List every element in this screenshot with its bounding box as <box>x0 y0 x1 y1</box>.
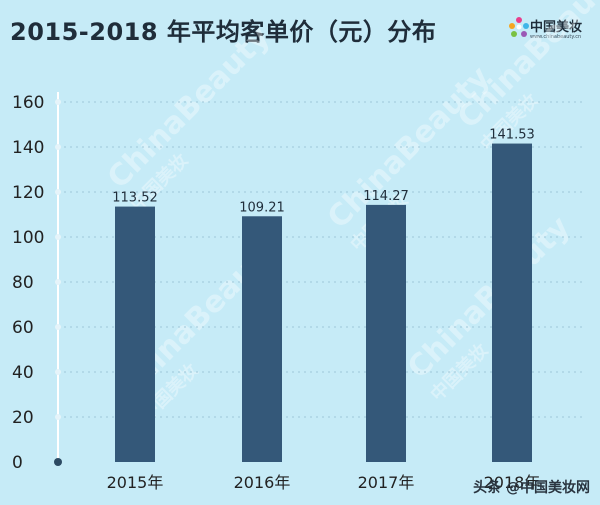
brand-url: www.chinabeauty.cn <box>530 34 582 40</box>
y-axis-tick-dot <box>54 458 62 466</box>
brand-logo: 中国美妆 www.chinabeauty.cn <box>508 12 586 52</box>
bar <box>366 204 406 462</box>
y-tick-label: 160 <box>12 93 44 113</box>
y-axis-tick-dot <box>55 234 61 240</box>
y-tick-label: 140 <box>12 138 44 158</box>
y-axis-tick-dot <box>55 369 61 375</box>
y-axis-tick-dot <box>55 279 61 285</box>
page-title: 2015-2018 年平均客单价（元）分布 <box>10 18 437 46</box>
data-label: 114.27 <box>363 189 409 204</box>
data-label: 113.52 <box>112 191 158 206</box>
y-axis-tick-dot <box>55 324 61 330</box>
source-watermark: 头条 @中国美妆网 <box>473 477 590 497</box>
y-tick-label: 40 <box>12 363 34 383</box>
y-tick-label: 120 <box>12 183 44 203</box>
brand-flower-icon <box>509 17 529 37</box>
y-axis-tick-dot <box>55 144 61 150</box>
y-tick-label: 80 <box>12 273 34 293</box>
y-axis-tick-dot <box>55 414 61 420</box>
x-tick-label: 2018年 <box>484 473 541 492</box>
x-tick-label: 2015年 <box>107 473 164 492</box>
y-tick-label: 100 <box>12 228 44 248</box>
y-tick-label: 0 <box>12 453 23 473</box>
y-tick-label: 20 <box>12 408 34 428</box>
bar <box>115 206 155 462</box>
y-axis-tick-dot <box>55 189 61 195</box>
watermark-text: 头条 @中国美妆网 <box>473 480 590 496</box>
y-axis-tick-dot <box>55 99 61 105</box>
brand-name: 中国美妆 <box>530 20 583 35</box>
data-label: 109.21 <box>239 200 285 215</box>
bar <box>492 143 532 462</box>
data-label: 141.53 <box>489 128 535 143</box>
x-tick-label: 2016年 <box>234 473 291 492</box>
bar <box>242 216 282 462</box>
background-watermark: ChinaBeauty <box>101 19 277 195</box>
x-tick-label: 2017年 <box>358 473 415 492</box>
background-watermark: ChinaBeauty <box>401 209 577 385</box>
y-tick-label: 60 <box>12 318 34 338</box>
